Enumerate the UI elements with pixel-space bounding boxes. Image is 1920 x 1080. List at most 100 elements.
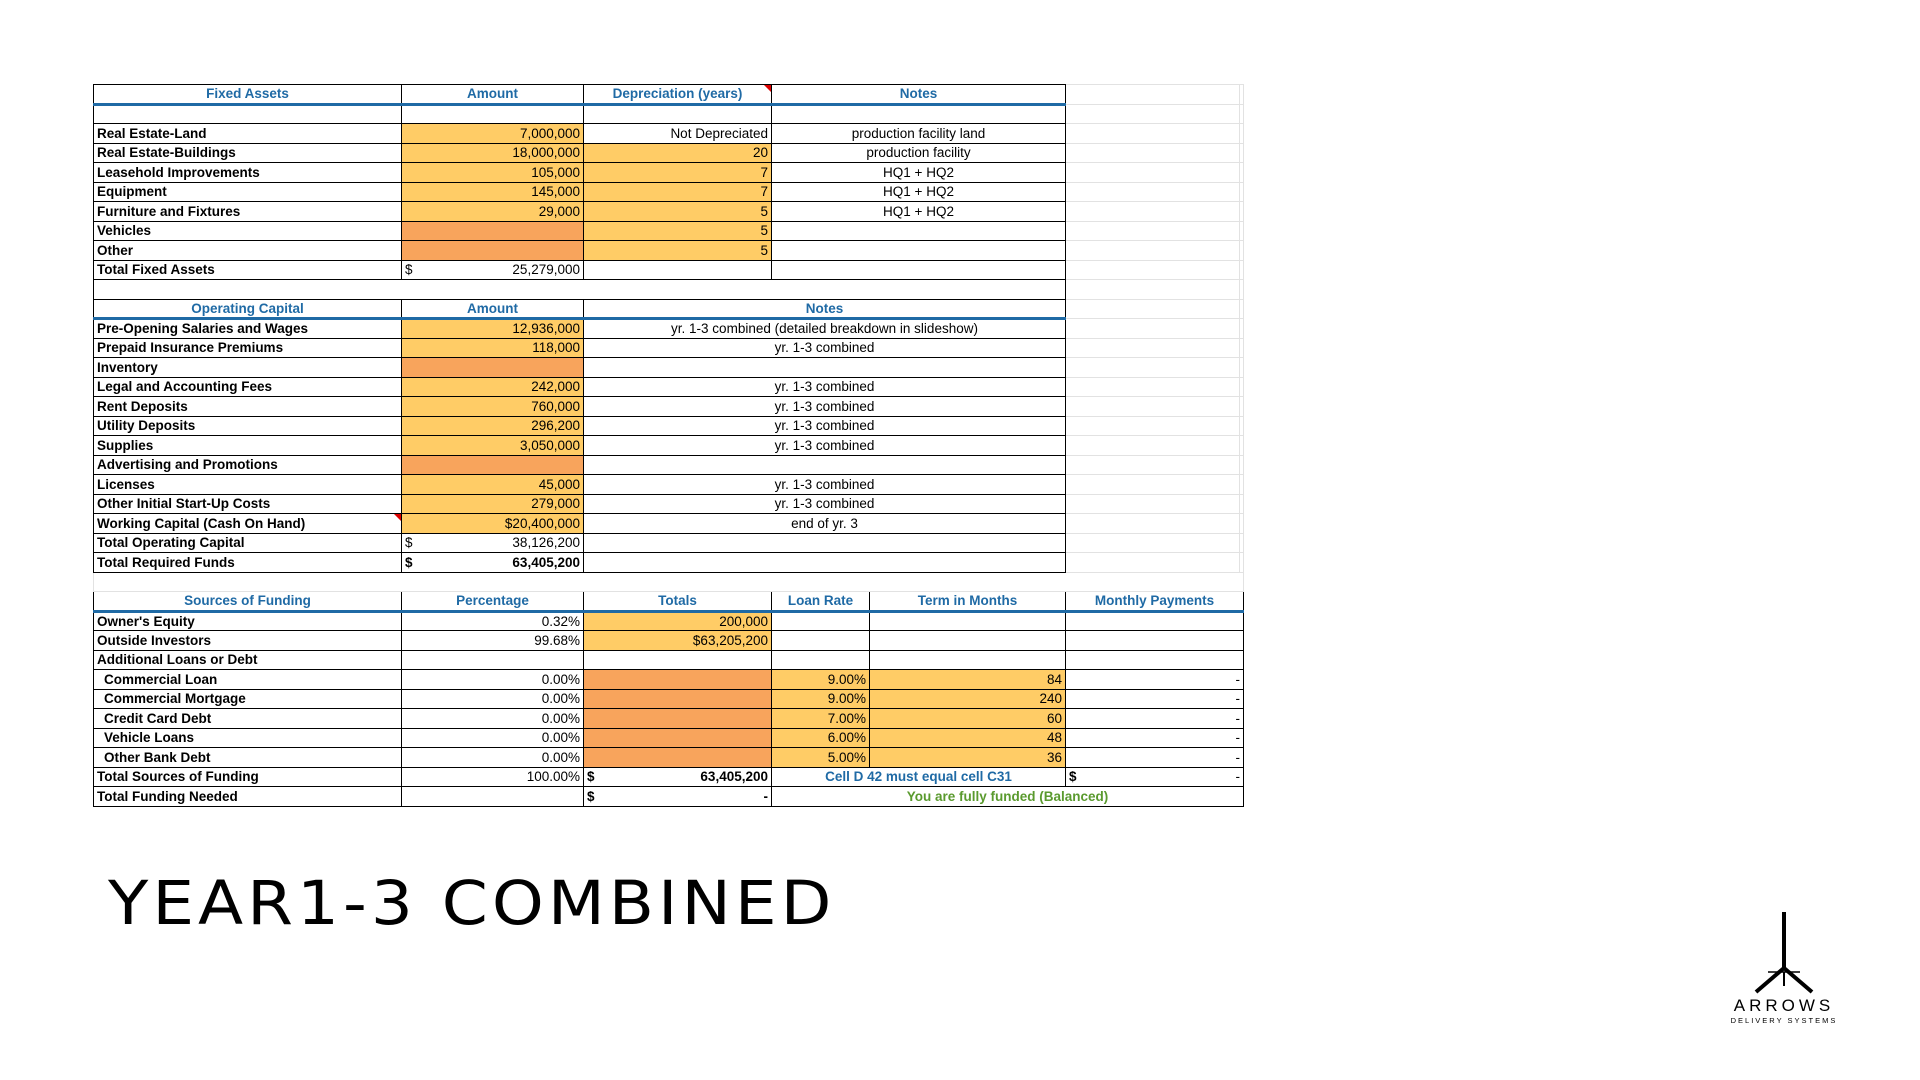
amount-input[interactable]: 7,000,000 bbox=[401, 123, 584, 144]
depreciation-input[interactable]: 20 bbox=[583, 142, 772, 163]
total-value: 25,279,000 bbox=[512, 262, 580, 278]
empty-cell bbox=[1239, 396, 1245, 417]
spacer-row bbox=[93, 103, 1245, 124]
total-value: 63,405,200 bbox=[512, 554, 580, 570]
term-input[interactable]: 36 bbox=[868, 747, 1067, 768]
notes-cell[interactable]: yr. 1-3 combined bbox=[582, 376, 1067, 397]
empty-cell bbox=[1239, 318, 1245, 339]
empty-cell bbox=[1065, 649, 1245, 670]
notes-cell[interactable]: yr. 1-3 combined bbox=[582, 415, 1067, 436]
depreciation-input[interactable]: 5 bbox=[583, 220, 772, 241]
notes-cell[interactable]: production facility land bbox=[770, 123, 1067, 144]
row-label: Inventory bbox=[93, 357, 402, 378]
notes-cell[interactable]: yr. 1-3 combined bbox=[582, 474, 1067, 495]
currency-sign: $ bbox=[405, 554, 413, 570]
amount-input[interactable]: 12,936,000 bbox=[401, 318, 584, 339]
notes-cell[interactable]: yr. 1-3 combined (detailed breakdown in … bbox=[582, 318, 1067, 339]
notes-cell[interactable] bbox=[770, 220, 1067, 241]
amount-input[interactable]: 145,000 bbox=[401, 181, 584, 202]
empty-cell bbox=[1239, 532, 1245, 553]
notes-cell[interactable]: HQ1 + HQ2 bbox=[770, 201, 1067, 222]
table-row: Other Initial Start-Up Costs 279,000 yr.… bbox=[93, 493, 1245, 514]
spacer-row bbox=[92, 571, 1245, 592]
amount-input[interactable]: $20,400,000 bbox=[401, 513, 584, 534]
depreciation-cell[interactable]: Not Depreciated bbox=[583, 123, 772, 144]
total-amount: $38,126,200 bbox=[401, 532, 584, 553]
notes-cell[interactable]: yr. 1-3 combined bbox=[582, 337, 1067, 358]
amount-input[interactable]: 118,000 bbox=[401, 337, 584, 358]
notes-cell[interactable]: yr. 1-3 combined bbox=[582, 396, 1067, 417]
table-row: Working Capital (Cash On Hand) $20,400,0… bbox=[93, 513, 1245, 534]
notes-cell[interactable] bbox=[582, 454, 1067, 475]
amount-input[interactable]: 296,200 bbox=[401, 415, 584, 436]
totals-input[interactable]: 200,000 bbox=[583, 610, 772, 631]
term-input[interactable]: 84 bbox=[868, 669, 1067, 690]
loan-rate-input[interactable]: 9.00% bbox=[771, 669, 870, 690]
notes-cell[interactable] bbox=[770, 240, 1067, 261]
empty-cell bbox=[1065, 220, 1241, 241]
depreciation-input[interactable]: 5 bbox=[583, 240, 772, 261]
total-value: 63,405,200 bbox=[700, 769, 768, 785]
amount-input[interactable]: 29,000 bbox=[401, 201, 584, 222]
notes-cell[interactable] bbox=[582, 357, 1067, 378]
table-row: Vehicles 5 bbox=[93, 220, 1245, 241]
header-fixed-assets: Fixed Assets bbox=[93, 84, 402, 106]
notes-cell[interactable]: end of yr. 3 bbox=[582, 513, 1067, 534]
table-row: Owner's Equity 0.32% 200,000 bbox=[93, 610, 1245, 631]
notes-cell[interactable]: HQ1 + HQ2 bbox=[770, 162, 1067, 183]
startup-costs-table: Fixed Assets Amount Depreciation (years)… bbox=[92, 84, 1245, 807]
logo-name: ARROWS bbox=[1733, 996, 1835, 1015]
notes-cell[interactable]: production facility bbox=[770, 142, 1067, 163]
loan-rate-input[interactable]: 9.00% bbox=[771, 688, 870, 709]
amount-input[interactable]: 45,000 bbox=[401, 474, 584, 495]
term-input[interactable]: 60 bbox=[868, 708, 1067, 729]
amount-input[interactable]: 760,000 bbox=[401, 396, 584, 417]
totals-input[interactable] bbox=[583, 727, 772, 748]
amount-input[interactable] bbox=[401, 240, 584, 261]
amount-input[interactable] bbox=[401, 220, 584, 241]
header-percentage: Percentage bbox=[401, 591, 584, 613]
row-label: Other Initial Start-Up Costs bbox=[93, 493, 402, 514]
header-monthly-payments: Monthly Payments bbox=[1065, 591, 1245, 613]
totals-input[interactable] bbox=[583, 708, 772, 729]
empty-cell bbox=[1239, 259, 1245, 280]
currency-sign: $ bbox=[587, 788, 595, 804]
amount-input[interactable]: 105,000 bbox=[401, 162, 584, 183]
table-row: Vehicle Loans 0.00% 6.00% 48 - bbox=[93, 727, 1245, 748]
term-input[interactable]: 240 bbox=[868, 688, 1067, 709]
percentage-cell: 0.00% bbox=[401, 708, 584, 729]
row-label: Commercial Mortgage bbox=[93, 688, 402, 709]
depreciation-input[interactable]: 7 bbox=[583, 181, 772, 202]
amount-input[interactable]: 18,000,000 bbox=[401, 142, 584, 163]
header-notes: Notes bbox=[770, 84, 1067, 106]
totals-input[interactable] bbox=[583, 688, 772, 709]
totals-input[interactable]: $63,205,200 bbox=[583, 630, 772, 651]
empty-cell bbox=[1065, 415, 1241, 436]
totals-input[interactable] bbox=[583, 747, 772, 768]
amount-input[interactable]: 279,000 bbox=[401, 493, 584, 514]
total-amount: $63,405,200 bbox=[401, 552, 584, 573]
term-input[interactable]: 48 bbox=[868, 727, 1067, 748]
empty-cell bbox=[1065, 103, 1241, 124]
check-note: Cell D 42 must equal cell C31 bbox=[770, 766, 1067, 787]
loan-rate-input[interactable]: 7.00% bbox=[771, 708, 870, 729]
notes-cell[interactable]: HQ1 + HQ2 bbox=[770, 181, 1067, 202]
amount-input[interactable] bbox=[401, 454, 584, 475]
loan-rate-input[interactable]: 5.00% bbox=[771, 747, 870, 768]
totals-input[interactable] bbox=[583, 669, 772, 690]
depreciation-input[interactable]: 5 bbox=[583, 201, 772, 222]
table-row: Rent Deposits 760,000 yr. 1-3 combined bbox=[93, 396, 1245, 417]
empty-cell bbox=[1065, 376, 1241, 397]
depreciation-input[interactable]: 7 bbox=[583, 162, 772, 183]
amount-input[interactable]: 3,050,000 bbox=[401, 435, 584, 456]
notes-cell[interactable]: yr. 1-3 combined bbox=[582, 493, 1067, 514]
notes-cell[interactable]: yr. 1-3 combined bbox=[582, 435, 1067, 456]
amount-input[interactable]: 242,000 bbox=[401, 376, 584, 397]
percentage-cell: 0.00% bbox=[401, 747, 584, 768]
amount-input[interactable] bbox=[401, 357, 584, 378]
row-label: Legal and Accounting Fees bbox=[93, 376, 402, 397]
monthly-payment-cell: - bbox=[1065, 669, 1245, 690]
total-value: - bbox=[763, 788, 769, 804]
table-row: Outside Investors 99.68% $63,205,200 bbox=[93, 630, 1245, 651]
loan-rate-input[interactable]: 6.00% bbox=[771, 727, 870, 748]
